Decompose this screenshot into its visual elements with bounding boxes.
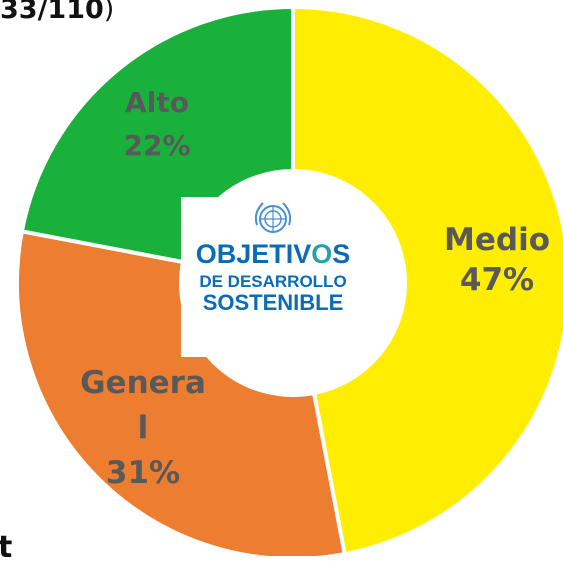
- logo-line-3: SOSTENIBLE: [203, 290, 344, 315]
- logo-line-2: DE DESARROLLO: [199, 272, 346, 291]
- chart-footer: t: [0, 530, 13, 565]
- slice-labels: Medio 47% Genera l 31% Alto 22%: [80, 86, 550, 491]
- un-emblem-icon: [254, 202, 292, 233]
- header-close: ): [103, 0, 115, 25]
- sdg-logo: OBJETIVOS DE DESARROLLO SOSTENIBLE: [181, 197, 367, 357]
- slice-label-general: Genera l 31%: [80, 365, 206, 491]
- logo-background: [181, 197, 367, 357]
- chart-header: 33/110): [0, 0, 114, 25]
- slice-label-alto: Alto 22%: [123, 86, 190, 162]
- logo-line-1: OBJETIVOS: [196, 239, 351, 269]
- slice-general: [15, 228, 348, 556]
- header-value: 33/110: [0, 0, 104, 25]
- slice-label-medio: Medio 47%: [444, 222, 550, 298]
- slice-medio: [291, 4, 563, 556]
